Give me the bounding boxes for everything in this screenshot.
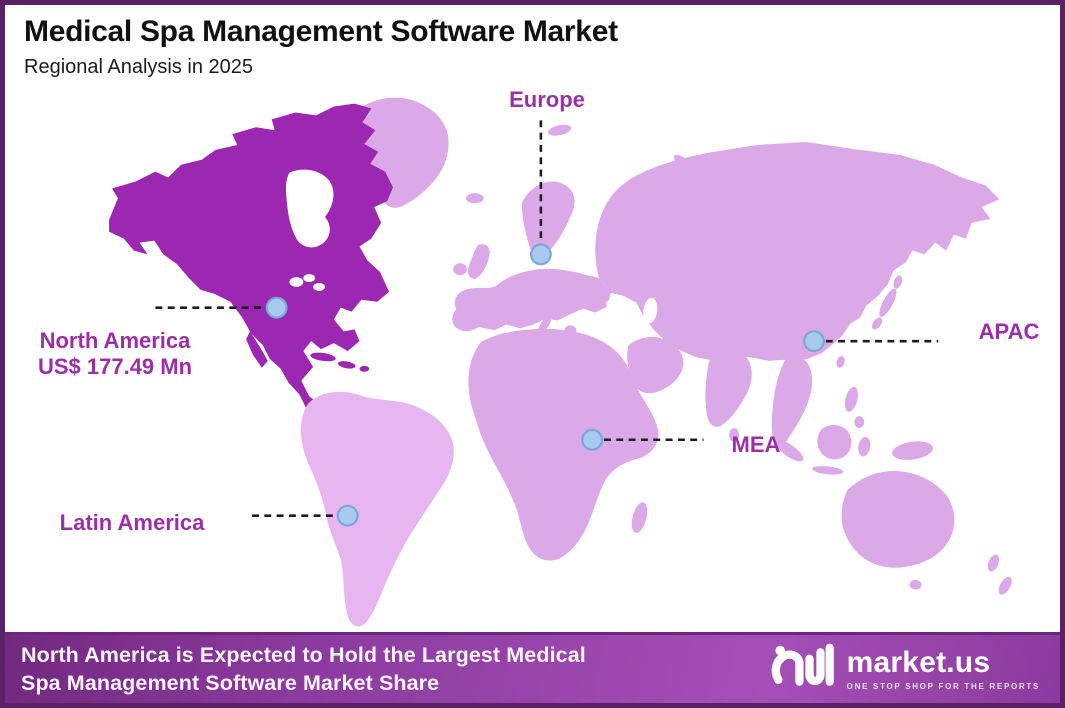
logo-name: market.us	[846, 645, 991, 679]
great-lake	[289, 277, 304, 287]
marker-dot-europe	[529, 243, 552, 266]
marker-dot-apac	[803, 330, 825, 353]
marker-dot-mea	[581, 428, 604, 451]
island-japan-kyushu	[871, 317, 883, 330]
continent-europe	[454, 268, 611, 331]
island-borneo	[817, 425, 852, 460]
island-great-britain	[467, 244, 490, 279]
island-philippines	[844, 386, 858, 412]
continent-south-america	[300, 391, 454, 627]
page-subtitle: Regional Analysis in 2025	[24, 55, 254, 78]
continent-australia	[841, 470, 955, 568]
island-iceland	[465, 193, 484, 204]
island-taiwan	[836, 356, 845, 368]
island-japan-hokkaido	[893, 275, 903, 289]
island-tasmania	[909, 579, 922, 590]
map-stage: North America US$ 177.49 Mn Europe APAC MEA L…	[5, 5, 1060, 703]
island-sulawesi	[858, 436, 871, 457]
banner-line-1: North America is Expected to Hold the La…	[21, 642, 586, 667]
island-nz-south	[998, 576, 1012, 595]
island-mindanao	[854, 416, 865, 428]
island-new-guinea	[892, 441, 934, 460]
continent-africa	[468, 328, 659, 561]
region-scandinavia	[521, 181, 575, 256]
marker-dot-latin-america	[336, 504, 359, 527]
banner-text: North America is Expected to Hold the La…	[21, 641, 586, 698]
market-us-logo-icon	[771, 638, 837, 701]
peninsula-arabia	[627, 336, 684, 394]
island-svalbard	[547, 124, 572, 136]
logo-tagline: ONE STOP SHOP FOR THE REPORTS	[846, 681, 1040, 691]
great-lake	[313, 283, 325, 291]
world-map	[109, 97, 1012, 627]
continent-asia	[595, 142, 1000, 361]
market-us-logo: market.us ONE STOP SHOP FOR THE REPORTS	[771, 638, 1040, 701]
island-nz-north	[987, 554, 1000, 572]
bottom-banner: North America is Expected to Hold the La…	[5, 632, 1060, 703]
island-cuba	[310, 352, 336, 362]
great-lake	[303, 274, 316, 283]
island-ireland	[453, 263, 467, 276]
black-sea	[605, 298, 628, 309]
island-java	[812, 466, 844, 475]
peninsula-indochina	[771, 356, 813, 447]
island-puerto-rico	[359, 365, 370, 372]
banner-line-2: Spa Management Software Market Share	[21, 671, 440, 695]
caspian-sea	[643, 297, 658, 324]
header: Medical Spa Management Software Market R…	[24, 15, 618, 79]
map-annotations	[155, 120, 939, 527]
island-hispaniola	[337, 361, 356, 369]
peninsula-india	[705, 348, 752, 427]
logo-text: market.us ONE STOP SHOP FOR THE REPORTS	[846, 645, 1040, 691]
island-japan-honshu	[879, 288, 897, 317]
peninsula-iberia	[452, 304, 485, 332]
island-sri-lanka	[729, 427, 740, 442]
peninsula-baja	[246, 331, 268, 368]
marker-dot-north-america	[265, 296, 288, 319]
hudson-bay	[285, 169, 334, 248]
page-title: Medical Spa Management Software Market	[24, 15, 618, 48]
island-sumatra	[775, 439, 804, 462]
island-madagascar	[631, 502, 648, 534]
